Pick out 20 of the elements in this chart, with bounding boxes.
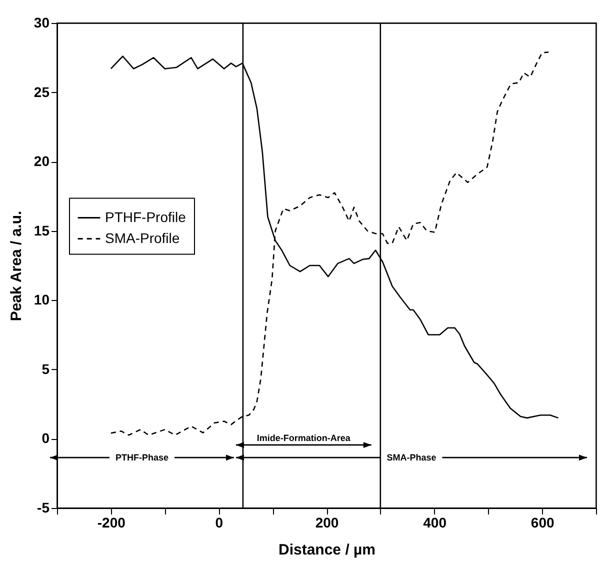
legend-label: PTHF-Profile bbox=[105, 208, 186, 225]
x-axis-title: Distance / µm bbox=[278, 542, 376, 558]
y-tick-label: 20 bbox=[34, 153, 50, 170]
x-tick-label: 0 bbox=[215, 514, 224, 530]
x-tick-label: 200 bbox=[315, 514, 339, 530]
annotation: PTHF-Phase bbox=[115, 452, 168, 463]
y-tick-label: 15 bbox=[34, 222, 50, 238]
annotation: SMA-Phase bbox=[386, 452, 436, 463]
y-tick-label: 30 bbox=[34, 14, 50, 30]
y-tick-label: -5 bbox=[37, 500, 50, 516]
y-tick-label: 5 bbox=[42, 360, 50, 377]
y-axis-title: Peak Area / a.u. bbox=[8, 210, 25, 322]
x-tick-label: 400 bbox=[423, 514, 447, 530]
x-tick-label: -200 bbox=[97, 514, 126, 530]
y-tick-label: 0 bbox=[42, 430, 50, 446]
y-tick-label: 10 bbox=[34, 292, 50, 308]
y-tick-label: 25 bbox=[34, 84, 50, 100]
annotation: Imide-Formation-Area bbox=[256, 432, 352, 443]
legend-label: SMA-Profile bbox=[105, 230, 180, 246]
x-tick-label: 600 bbox=[530, 514, 554, 530]
